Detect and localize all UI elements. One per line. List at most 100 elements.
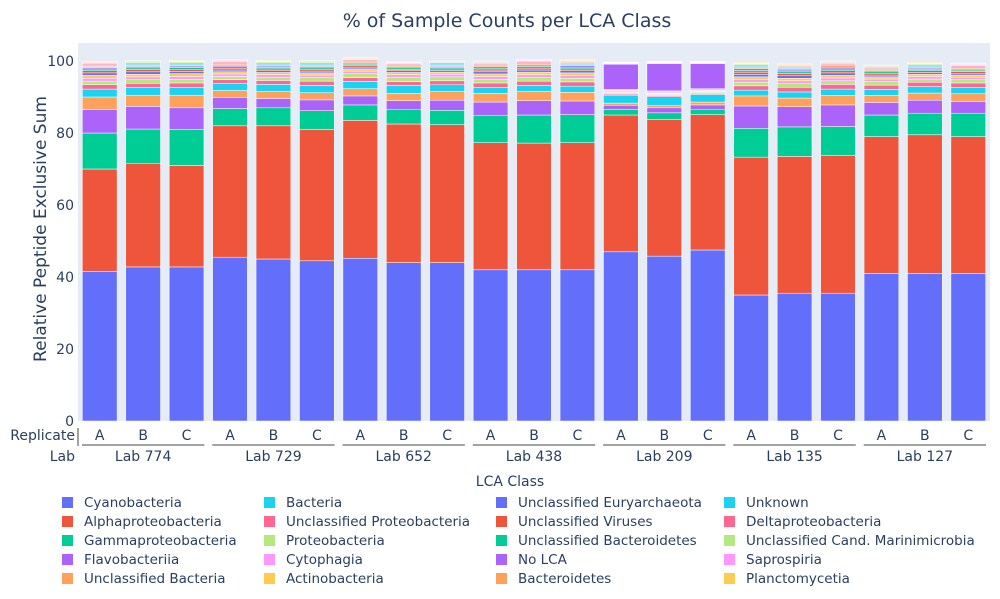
bar-segment: [472, 87, 509, 94]
bar-segment: [342, 70, 378, 74]
legend-item[interactable]: Cytophagia: [264, 552, 363, 568]
legend-item[interactable]: Unclassified Bacteria: [62, 571, 226, 587]
bar-segment: [950, 76, 986, 80]
bar-segment: [820, 88, 856, 96]
legend-item[interactable]: Unknown: [724, 495, 809, 511]
bar-segment: [299, 110, 335, 130]
replicate-label: C: [963, 428, 973, 444]
legend-swatch: [264, 535, 275, 546]
bar-segment: [559, 85, 596, 93]
bar-segment: [646, 63, 682, 92]
bar-segment: [863, 78, 900, 82]
bar-segment: [342, 77, 378, 82]
bar-segment: [516, 90, 552, 101]
bar-segment: [386, 85, 422, 94]
bar-segment: [820, 66, 856, 70]
legend-item[interactable]: Unclassified Euryarchaeota: [496, 495, 702, 511]
bar-segment: [516, 269, 552, 422]
legend-label: Flavobacteriia: [84, 552, 179, 568]
bar-segment: [429, 76, 465, 82]
bar-segment: [125, 83, 161, 88]
lab-label: Lab 209: [636, 449, 692, 465]
bar-segment: [820, 84, 856, 90]
bar-segment: [733, 105, 769, 129]
legend-item[interactable]: Proteobacteria: [264, 533, 385, 549]
bar-segment: [429, 262, 465, 422]
bar-segment: [646, 105, 682, 109]
bar-segment: [255, 125, 292, 260]
bar-segment: [125, 60, 161, 62]
bar-segment: [776, 78, 813, 82]
bar-segment: [950, 136, 986, 274]
bar-segment: [212, 108, 248, 127]
bar-segment: [212, 256, 248, 422]
bar-segment: [950, 82, 986, 88]
legend-title: LCA Class: [476, 474, 544, 490]
bar-segment: [472, 269, 509, 422]
bar-segment: [907, 134, 943, 274]
replicate-label: A: [746, 428, 756, 444]
bar-segment: [255, 107, 292, 127]
bar-segment: [820, 70, 856, 74]
legend-item[interactable]: Actinobacteria: [264, 571, 384, 587]
bar-segment: [125, 87, 161, 96]
bar-segment: [907, 76, 943, 80]
legend-swatch: [496, 497, 507, 508]
bar-segment: [776, 156, 813, 294]
bar-segment: [299, 60, 335, 62]
bar-segment: [863, 76, 900, 80]
legend-item[interactable]: Unclassified Bacteroidetes: [496, 533, 697, 549]
legend: Cyanobacteria Alphaproteobacteria Gammapro…: [62, 495, 975, 587]
bar-segment: [168, 107, 205, 130]
bar-segment: [516, 58, 552, 61]
legend-item[interactable]: Bacteria: [264, 495, 342, 511]
legend-item[interactable]: Bacteroidetes: [496, 571, 611, 587]
legend-item[interactable]: Unclassified Cand. Marinimicrobia: [724, 533, 975, 549]
chart-title: % of Sample Counts per LCA Class: [343, 10, 672, 32]
bar-segment: [212, 97, 248, 109]
legend-item[interactable]: Cyanobacteria: [62, 495, 182, 511]
bar-segment: [907, 92, 943, 101]
legend-swatch: [62, 497, 73, 508]
legend-item[interactable]: Deltaproteobacteria: [724, 514, 881, 530]
bar-segment: [516, 100, 552, 116]
bar-segment: [168, 60, 205, 62]
legend-item[interactable]: No LCA: [496, 552, 568, 568]
bar-segment: [429, 99, 465, 111]
bar-segment: [472, 67, 509, 71]
bar-segment: [255, 68, 292, 71]
legend-item[interactable]: Unclassified Viruses: [496, 514, 653, 530]
legend-swatch: [724, 535, 735, 546]
legend-label: Proteobacteria: [286, 533, 385, 549]
bar-segment: [472, 93, 509, 103]
bar-segment: [299, 92, 335, 101]
bar-segment: [212, 73, 248, 77]
bar-segment: [950, 273, 986, 422]
legend-item[interactable]: Gammaproteobacteria: [62, 533, 237, 549]
bar-segment: [516, 74, 552, 78]
legend-item[interactable]: Flavobacteriia: [62, 552, 179, 568]
lab-label: Lab 127: [897, 449, 953, 465]
y-tick-label: 100: [47, 54, 74, 70]
bar-segment: [212, 90, 248, 98]
bar-segment: [429, 71, 465, 75]
legend-item[interactable]: Alphaproteobacteria: [62, 514, 222, 530]
legend-item[interactable]: Planctomycetia: [724, 571, 850, 587]
bar-segment: [299, 77, 335, 82]
legend-item[interactable]: Unclassified Proteobacteria: [264, 514, 470, 530]
bar-segment: [212, 83, 248, 91]
bar-segment: [603, 63, 639, 90]
bar-segment: [820, 104, 856, 127]
bar-segment: [255, 72, 292, 75]
bar-segment: [603, 102, 639, 106]
bar-segment: [646, 96, 682, 106]
replicate-label: B: [269, 428, 279, 444]
bar-segment: [863, 64, 900, 66]
legend-label: Planctomycetia: [746, 571, 850, 587]
bar-segment: [776, 292, 813, 422]
bar-segment: [516, 77, 552, 82]
legend-swatch: [724, 573, 735, 584]
bar-segment: [82, 78, 118, 82]
legend-item[interactable]: Saprospiria: [724, 552, 822, 568]
bar-segment: [559, 92, 596, 102]
